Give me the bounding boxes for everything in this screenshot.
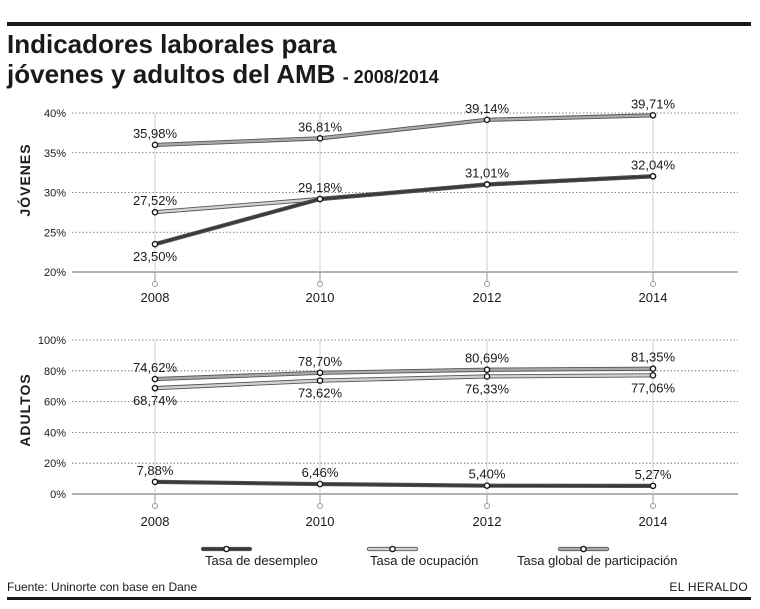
bottom-rule [7,597,751,600]
data-point-participacion [151,375,159,383]
y-tick-label: 30% [44,188,66,200]
x-tick-marker [484,503,490,509]
legend-ocupacion-label: Tasa de ocupación [370,553,479,568]
panel-title: JÓVENES [16,143,33,216]
data-point-desempleo [649,482,657,490]
y-tick-label: 40% [44,108,66,120]
y-tick-label: 100% [38,335,66,347]
data-point-desempleo [483,482,491,489]
data-label-desempleo: 31,01% [465,165,510,180]
y-tick-label: 0% [50,489,66,501]
series-line-participacion [153,114,655,147]
data-point-desempleo [151,478,159,486]
legend-desempleo-label: Tasa de desempleo [205,553,318,568]
data-label-participacion: 80,69% [465,351,510,366]
data-label-ocupacion: 27,52% [133,193,178,208]
x-tick-label: 2008 [141,290,170,305]
series-line-ocupacion [153,374,655,390]
data-point-desempleo [316,195,324,203]
data-label-desempleo: 5,40% [469,467,506,482]
x-tick-label: 2012 [473,290,502,305]
data-label-desempleo: 23,50% [133,249,178,264]
data-point-participacion [649,112,657,119]
data-point-desempleo [483,181,491,188]
data-point-participacion [316,369,324,377]
data-point-ocupacion [316,377,324,384]
data-point-participacion [316,135,324,142]
data-label-desempleo: 6,46% [302,465,339,480]
legend-marker-desempleo [223,545,230,553]
data-label-desempleo: 7,88% [137,463,174,478]
legend-marker-participacion [580,545,587,553]
panel-title: ADULTOS [17,373,33,446]
x-tick-marker [152,281,158,287]
x-tick-marker [650,503,656,509]
source-note: Fuente: Uninorte con base en Dane [7,580,198,594]
x-tick-label: 2012 [473,514,502,529]
x-tick-marker [152,503,158,509]
y-tick-label: 80% [44,366,66,378]
series-line-participacion [153,367,655,381]
data-label-desempleo: 32,04% [631,157,676,172]
y-tick-label: 40% [44,427,66,439]
data-label-ocupacion: 73,62% [298,386,343,401]
data-point-ocupacion [483,373,491,380]
x-tick-label: 2014 [639,290,668,305]
data-point-participacion [649,365,657,373]
title-line-1: Indicadores laborales para [7,29,337,59]
data-label-ocupacion: 68,74% [133,393,178,408]
data-label-participacion: 78,70% [298,354,343,369]
x-tick-marker [317,503,323,509]
data-point-desempleo [316,480,324,488]
y-tick-label: 35% [44,148,66,160]
data-point-participacion [151,141,159,149]
data-label-participacion: 81,35% [631,350,676,365]
x-tick-label: 2014 [639,514,668,529]
page-title: Indicadores laborales para jóvenes y adu… [7,29,747,92]
x-tick-marker [484,281,490,287]
data-point-ocupacion [649,372,657,379]
data-label-participacion: 35,98% [133,126,178,141]
legend-participacion-label: Tasa global de participación [517,553,678,568]
y-tick-label: 20% [44,458,66,470]
x-tick-label: 2010 [306,290,335,305]
y-tick-label: 25% [44,227,66,239]
title-period: - 2008/2014 [342,67,439,87]
y-tick-label: 20% [44,267,66,279]
brand-name: EL HERALDO [669,580,748,594]
x-tick-marker [650,281,656,287]
series-line-casing-desempleo [152,174,656,247]
data-point-participacion [483,366,491,374]
data-label-ocupacion: 77,06% [631,380,676,395]
data-label-desempleo: 29,18% [298,180,343,195]
data-label-desempleo: 5,27% [635,467,672,482]
data-point-participacion [483,116,491,124]
data-label-ocupacion: 76,33% [465,381,510,396]
y-tick-label: 60% [44,397,66,409]
title-line-2: jóvenes y adultos del AMB [7,59,336,89]
data-label-participacion: 74,62% [133,360,178,375]
x-tick-label: 2008 [141,514,170,529]
data-label-participacion: 39,71% [631,96,676,111]
data-point-desempleo [649,172,657,180]
x-tick-marker [317,281,323,287]
data-point-ocupacion [151,384,159,392]
top-rule [7,22,751,26]
legend-marker-ocupacion [389,545,396,553]
data-point-ocupacion [151,208,159,216]
data-label-participacion: 39,14% [465,101,510,116]
x-tick-label: 2010 [306,514,335,529]
series-line-desempleo [153,480,655,488]
data-point-desempleo [151,240,159,248]
data-label-participacion: 36,81% [298,119,343,134]
series-line-desempleo [153,175,655,246]
